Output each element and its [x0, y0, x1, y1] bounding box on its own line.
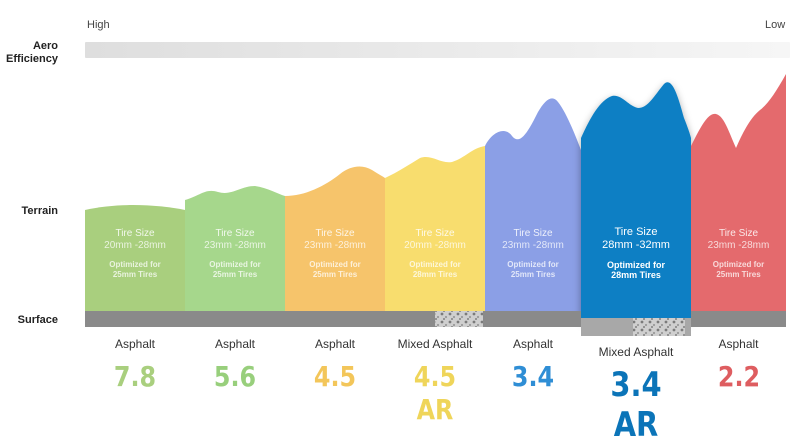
surface-type-4: Mixed Asphalt	[397, 337, 473, 351]
tire-info-4: Tire Size 20mm -28mm Optimized for 28mm Ti…	[385, 228, 485, 280]
optimized-tire-note: Optimized for 28mm Tires	[607, 260, 665, 280]
tire-size-range: 28mm -32mm	[602, 239, 670, 251]
tire-info-6: Tire Size 28mm -32mm Optimized for 28mm Ti…	[581, 226, 691, 280]
terrain-profile-5	[485, 98, 581, 312]
tire-size-title: Tire Size	[718, 228, 759, 239]
surface-bar-3	[285, 311, 385, 327]
terrain-profile-2	[185, 186, 285, 312]
aero-score-6: 3.4 AR	[610, 365, 662, 445]
optimized-tire-note: Optimized for 25mm Tires	[109, 260, 161, 279]
gravel-surface-4	[435, 311, 483, 327]
surface-type-3: Asphalt	[314, 337, 356, 351]
aero-low-label: Low	[765, 19, 786, 31]
tire-size-title: Tire Size	[115, 228, 155, 239]
aero-score-5: 3.4	[511, 360, 555, 393]
surface-type-2: Asphalt	[214, 337, 256, 351]
aero-score-7: 2.2	[717, 360, 760, 393]
aero-score-1: 7.8	[113, 360, 157, 393]
surface-type-1: Asphalt	[114, 337, 156, 351]
optimized-tire-note: Optimized for 25mm Tires	[712, 260, 765, 279]
tire-info-5: Tire Size 23mm -28mm Optimized for 25mm Ti…	[485, 228, 581, 280]
surface-bar-2	[185, 311, 285, 327]
tire-size-range: 23mm -28mm	[304, 240, 366, 251]
optimized-tire-note: Optimized for 25mm Tires	[209, 260, 261, 279]
aero-high-label: High	[87, 19, 110, 31]
terrain-profile-1	[85, 205, 185, 312]
tire-size-title: Tire Size	[513, 228, 553, 239]
optimized-tire-note: Optimized for 25mm Tires	[507, 260, 559, 279]
aero-efficiency-gradient-bar	[85, 42, 790, 58]
aero-efficiency-label: Aero Efficiency	[6, 40, 58, 65]
tire-size-range: 20mm -28mm	[404, 240, 466, 251]
surface-type-7: Asphalt	[718, 337, 759, 351]
optimized-tire-note: Optimized for 28mm Tires	[409, 260, 461, 279]
tire-size-range: 23mm -28mm	[707, 240, 770, 251]
tire-size-title: Tire Size	[315, 228, 355, 239]
surface-type-5: Asphalt	[512, 337, 554, 351]
terrain-label: Terrain	[21, 205, 58, 217]
optimized-tire-note: Optimized for 25mm Tires	[309, 260, 361, 279]
terrain-profile-7	[691, 74, 786, 312]
gravel-surface-6	[633, 318, 685, 336]
terrain-profile-3	[285, 166, 385, 312]
surface-bar-7	[691, 311, 786, 327]
tire-size-range: 20mm -28mm	[104, 240, 166, 251]
terrain-profile-4	[385, 146, 485, 312]
aero-score-2: 5.6	[213, 360, 257, 393]
aero-score-4: 4.5 AR	[413, 360, 457, 426]
tire-size-title: Tire Size	[614, 226, 658, 238]
tire-size-range: 23mm -28mm	[204, 240, 266, 251]
surface-bar-1	[85, 311, 185, 327]
tire-size-title: Tire Size	[415, 228, 455, 239]
terrain-profile-chart	[85, 74, 786, 336]
tire-terrain-diagram: Aero Efficiency High Low Terrain Surface…	[6, 19, 790, 445]
surface-bar-5	[485, 311, 581, 327]
surface-label: Surface	[17, 314, 58, 326]
terrain-profile-6	[581, 82, 691, 320]
surface-type-6: Mixed Asphalt	[598, 345, 674, 359]
tire-info-3: Tire Size 23mm -28mm Optimized for 25mm Ti…	[285, 228, 385, 280]
aero-score-3: 4.5	[313, 360, 357, 393]
tire-info-2: Tire Size 23mm -28mm Optimized for 25mm Ti…	[185, 228, 285, 280]
tire-info-7: Tire Size 23mm -28mm Optimized for 25mm Ti…	[691, 228, 786, 280]
tire-info-1: Tire Size 20mm -28mm Optimized for 25mm Ti…	[85, 228, 185, 280]
tire-size-range: 23mm -28mm	[502, 240, 564, 251]
tire-size-title: Tire Size	[215, 228, 255, 239]
